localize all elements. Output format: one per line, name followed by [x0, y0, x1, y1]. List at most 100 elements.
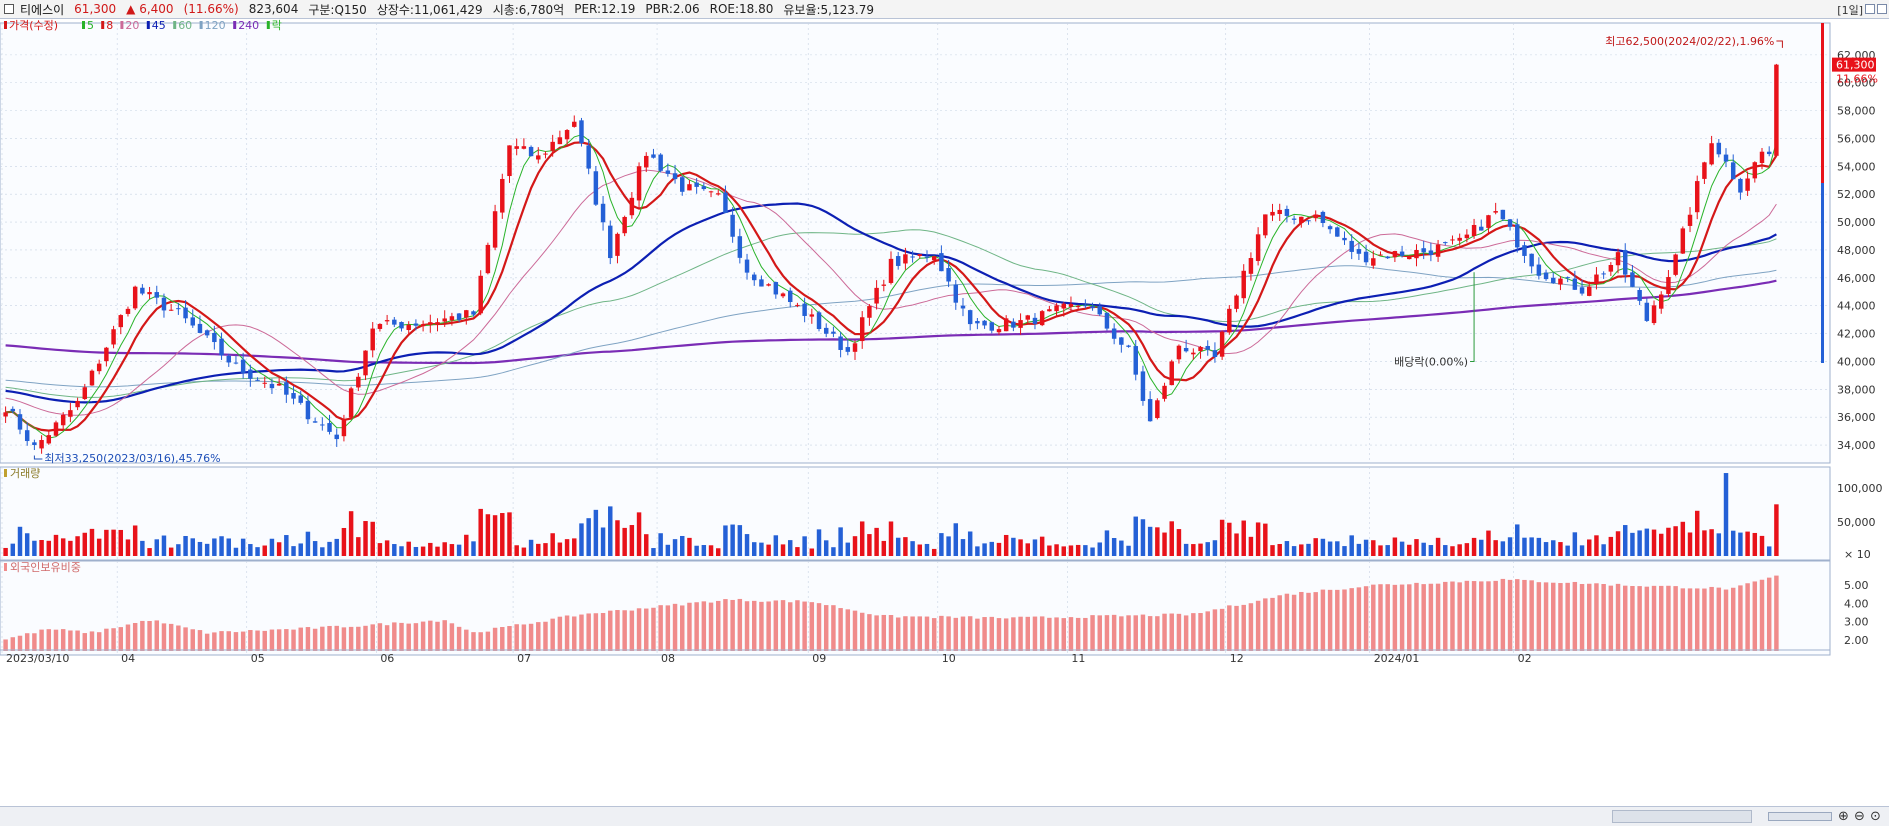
candle-body[interactable]	[68, 410, 73, 417]
volume-bar[interactable]	[471, 541, 476, 556]
candle-body[interactable]	[1327, 226, 1333, 230]
volume-bar[interactable]	[154, 539, 159, 556]
foreign-ratio-bar[interactable]	[708, 602, 714, 651]
volume-bar[interactable]	[859, 521, 865, 556]
volume-bar[interactable]	[917, 544, 923, 556]
candle-body[interactable]	[248, 369, 253, 379]
candle-body[interactable]	[867, 306, 872, 318]
foreign-ratio-bar[interactable]	[1047, 617, 1052, 651]
candle-body[interactable]	[536, 155, 541, 160]
foreign-ratio-bar[interactable]	[903, 616, 908, 651]
candle-body[interactable]	[363, 350, 368, 376]
volume-bar[interactable]	[773, 535, 779, 556]
foreign-ratio-bar[interactable]	[1630, 585, 1635, 651]
candle-body[interactable]	[939, 253, 944, 272]
volume-bar[interactable]	[1558, 542, 1563, 556]
volume-bar[interactable]	[1227, 522, 1232, 556]
candle-body[interactable]	[989, 322, 995, 331]
volume-bar[interactable]	[1651, 529, 1657, 556]
candle-body[interactable]	[1551, 277, 1556, 284]
foreign-ratio-bar[interactable]	[1176, 613, 1182, 651]
volume-bar[interactable]	[341, 527, 347, 556]
volume-bar[interactable]	[672, 539, 678, 556]
foreign-ratio-bar[interactable]	[442, 620, 447, 651]
volume-bar[interactable]	[1191, 544, 1196, 556]
volume-bar[interactable]	[82, 532, 88, 556]
foreign-ratio-bar[interactable]	[1363, 586, 1369, 651]
foreign-ratio-bar[interactable]	[1054, 617, 1059, 651]
foreign-ratio-bar[interactable]	[1335, 589, 1340, 651]
foreign-ratio-bar[interactable]	[730, 599, 735, 651]
candle-body[interactable]	[687, 184, 692, 191]
candle-body[interactable]	[550, 141, 555, 151]
candle-body[interactable]	[500, 178, 505, 213]
candle-body[interactable]	[831, 331, 836, 334]
foreign-ratio-bar[interactable]	[500, 627, 505, 651]
volume-bar[interactable]	[1219, 519, 1225, 556]
volume-bar[interactable]	[1507, 537, 1513, 556]
foreign-ratio-bar[interactable]	[507, 626, 512, 651]
candle-body[interactable]	[672, 173, 678, 180]
volume-bar[interactable]	[89, 528, 95, 556]
foreign-ratio-bar[interactable]	[348, 626, 354, 651]
volume-bar[interactable]	[456, 544, 462, 556]
candle-body[interactable]	[1284, 208, 1290, 216]
foreign-ratio-bar[interactable]	[370, 624, 375, 651]
foreign-ratio-bar[interactable]	[320, 626, 325, 651]
foreign-ratio-bar[interactable]	[1169, 613, 1174, 651]
candle-body[interactable]	[406, 324, 411, 331]
candle-body[interactable]	[737, 236, 743, 258]
candle-body[interactable]	[435, 322, 440, 325]
volume-bar[interactable]	[39, 539, 44, 556]
volume-bar[interactable]	[406, 541, 411, 556]
candle-body[interactable]	[1047, 309, 1052, 312]
minimize-icon[interactable]	[1865, 4, 1875, 14]
candle-body[interactable]	[766, 284, 771, 286]
volume-bar[interactable]	[701, 545, 707, 556]
candle-body[interactable]	[262, 382, 267, 384]
volume-bar[interactable]	[680, 535, 685, 556]
volume-bar[interactable]	[356, 537, 361, 556]
volume-bar[interactable]	[550, 533, 555, 556]
foreign-ratio-bar[interactable]	[161, 623, 167, 651]
candle-body[interactable]	[10, 408, 16, 412]
volume-bar[interactable]	[413, 546, 419, 556]
candle-body[interactable]	[1543, 272, 1549, 280]
foreign-ratio-bar[interactable]	[1299, 591, 1304, 651]
foreign-ratio-bar[interactable]	[924, 616, 930, 651]
candle-body[interactable]	[111, 329, 116, 345]
foreign-ratio-bar[interactable]	[1162, 613, 1167, 651]
foreign-ratio-bar[interactable]	[939, 615, 944, 651]
candle-body[interactable]	[456, 313, 462, 320]
foreign-ratio-bar[interactable]	[305, 627, 311, 651]
foreign-ratio-bar[interactable]	[1702, 588, 1707, 651]
foreign-ratio-bar[interactable]	[1140, 614, 1146, 651]
candle-body[interactable]	[1133, 346, 1138, 375]
volume-bar[interactable]	[1385, 545, 1390, 556]
volume-bar[interactable]	[910, 541, 915, 556]
candle-body[interactable]	[665, 170, 671, 174]
volume-bar[interactable]	[572, 538, 577, 556]
volume-bar[interactable]	[751, 542, 757, 556]
volume-bar[interactable]	[1551, 540, 1556, 556]
candle-body[interactable]	[1565, 277, 1570, 279]
candle-body[interactable]	[60, 414, 66, 426]
foreign-ratio-bar[interactable]	[456, 626, 462, 651]
volume-bar[interactable]	[420, 546, 426, 556]
volume-bar[interactable]	[1363, 539, 1369, 556]
candle-body[interactable]	[1558, 278, 1563, 285]
foreign-ratio-bar[interactable]	[96, 632, 102, 651]
volume-bar[interactable]	[1183, 543, 1189, 556]
candle-body[interactable]	[428, 322, 433, 325]
volume-bar[interactable]	[68, 540, 73, 556]
volume-bar[interactable]	[1155, 527, 1160, 556]
candle-body[interactable]	[320, 424, 325, 426]
volume-bar[interactable]	[1299, 544, 1304, 556]
volume-bar[interactable]	[1126, 545, 1131, 556]
foreign-ratio-bar[interactable]	[550, 618, 555, 651]
foreign-ratio-bar[interactable]	[809, 602, 815, 651]
foreign-ratio-bar[interactable]	[312, 628, 318, 651]
candle-body[interactable]	[1608, 265, 1614, 272]
foreign-ratio-bar[interactable]	[1068, 617, 1074, 651]
candle-body[interactable]	[960, 305, 966, 309]
